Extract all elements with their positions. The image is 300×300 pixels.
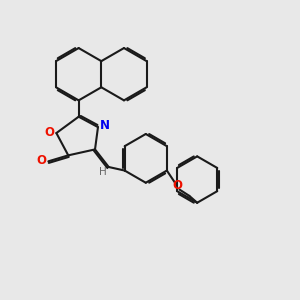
Text: N: N [100, 119, 110, 132]
Text: O: O [172, 179, 182, 192]
Text: O: O [45, 126, 55, 139]
Text: H: H [100, 167, 107, 177]
Text: O: O [37, 154, 47, 167]
